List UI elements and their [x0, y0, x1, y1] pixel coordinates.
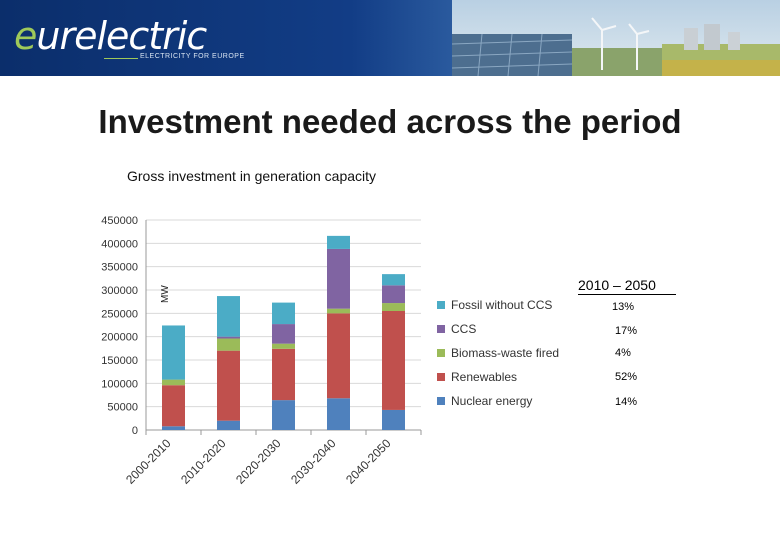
- y-tick-label: 0: [132, 425, 138, 437]
- bar-segment: [327, 313, 350, 399]
- legend-swatch-nuclear: [437, 397, 445, 405]
- bar-segment: [382, 274, 405, 286]
- energy-photo-collage: [452, 0, 780, 76]
- share-fossil: 13%: [612, 301, 635, 313]
- y-axis-label: MW: [160, 285, 171, 303]
- legend-swatch-renewables: [437, 373, 445, 381]
- share-ccs: 17%: [615, 325, 638, 337]
- legend-item-biomass: Biomass-waste fired: [437, 346, 597, 360]
- x-tick-label: 2000-2010: [123, 436, 174, 487]
- legend-item-renewables: Renewables: [437, 370, 597, 384]
- bar-segment: [217, 350, 240, 421]
- y-tick-label: 450000: [101, 215, 138, 227]
- period-annotation: 2010 – 2050: [578, 277, 656, 293]
- x-tick-label: 2020-2030: [233, 436, 284, 487]
- period-underline: [578, 294, 676, 295]
- legend-swatch-biomass: [437, 349, 445, 357]
- x-tick-label: 2040-2050: [343, 436, 394, 487]
- chart-title: Gross investment in generation capacity: [127, 168, 377, 184]
- y-tick-label: 100000: [101, 378, 138, 390]
- y-tick-label: 400000: [101, 238, 138, 250]
- bar-segment: [162, 426, 185, 430]
- bar-segment: [162, 385, 185, 427]
- bar-segment: [327, 308, 350, 314]
- legend-swatch-fossil: [437, 301, 445, 309]
- share-renewables: 52%: [615, 371, 638, 383]
- bar-segment: [162, 325, 185, 380]
- legend-label-ccs: CCS: [451, 322, 477, 336]
- legend-item-nuclear: Nuclear energy: [437, 394, 597, 408]
- share-nuclear: 14%: [615, 396, 638, 408]
- bar-segment: [382, 409, 405, 430]
- legend-label-fossil: Fossil without CCS: [451, 298, 553, 312]
- share-biomass: 4%: [615, 347, 631, 359]
- page-title: Investment needed across the period: [98, 103, 682, 140]
- eurelectric-logo: eurelectric: [14, 14, 207, 58]
- header-banner: eurelectric ELECTRICITY FOR EUROPE: [0, 0, 780, 76]
- legend-label-biomass: Biomass-waste fired: [451, 346, 560, 360]
- bar-segment: [327, 235, 350, 249]
- bar-segment: [327, 248, 350, 309]
- tagline-rule: [104, 58, 138, 59]
- bar-segment: [382, 311, 405, 410]
- legend-label-nuclear: Nuclear energy: [451, 394, 533, 408]
- bar-segment: [217, 420, 240, 430]
- legend-item-fossil: Fossil without CCS: [437, 298, 597, 312]
- y-tick-label: 300000: [101, 285, 138, 297]
- bar-segment: [327, 398, 350, 430]
- y-tick-label: 350000: [101, 262, 138, 274]
- legend-item-ccs: CCS: [437, 322, 597, 336]
- y-tick-label: 200000: [101, 332, 138, 344]
- legend-swatch-ccs: [437, 325, 445, 333]
- y-tick-label: 150000: [101, 355, 138, 367]
- x-tick-label: 2030-2040: [288, 436, 339, 487]
- bar-segment: [217, 296, 240, 337]
- bar-segment: [272, 302, 295, 325]
- bar-segment: [162, 379, 185, 386]
- x-tick-label: 2010-2020: [178, 436, 229, 487]
- tagline: ELECTRICITY FOR EUROPE: [140, 53, 245, 60]
- y-tick-label: 250000: [101, 308, 138, 320]
- bar-segment: [382, 303, 405, 311]
- bar-segment: [217, 338, 240, 351]
- legend-label-renewables: Renewables: [451, 370, 518, 384]
- bar-segment: [272, 343, 295, 349]
- bar-segment: [382, 285, 405, 304]
- bar-segment: [272, 324, 295, 344]
- bar-segment: [272, 400, 295, 430]
- y-tick-label: 50000: [107, 402, 138, 414]
- bar-segment: [217, 336, 240, 339]
- bar-segment: [272, 348, 295, 401]
